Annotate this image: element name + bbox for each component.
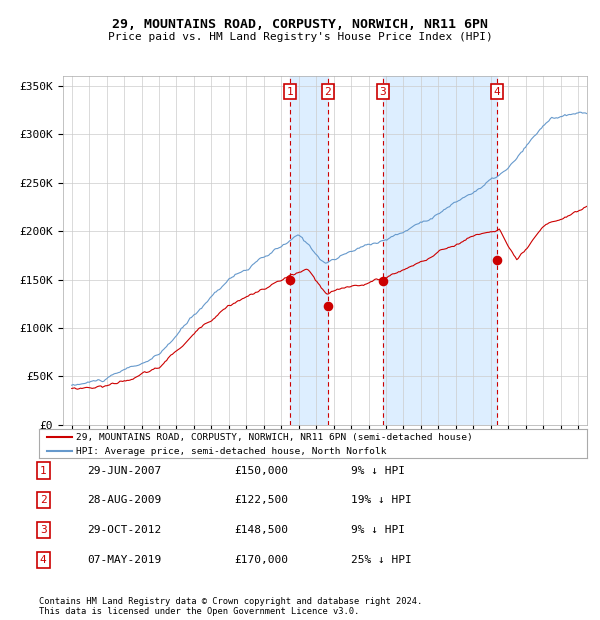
Point [378,276,388,286]
Text: 29-OCT-2012: 29-OCT-2012 [87,525,161,535]
Text: 2: 2 [40,495,47,505]
Text: 29, MOUNTAINS ROAD, CORPUSTY, NORWICH, NR11 6PN (semi-detached house): 29, MOUNTAINS ROAD, CORPUSTY, NORWICH, N… [76,433,473,441]
Point [323,301,332,311]
Text: 25% ↓ HPI: 25% ↓ HPI [351,555,412,565]
Text: 1: 1 [286,87,293,97]
Text: Contains HM Land Registry data © Crown copyright and database right 2024.: Contains HM Land Registry data © Crown c… [39,597,422,606]
Text: This data is licensed under the Open Government Licence v3.0.: This data is licensed under the Open Gov… [39,607,359,616]
Text: 4: 4 [494,87,500,97]
Text: 9% ↓ HPI: 9% ↓ HPI [351,525,405,535]
Text: £148,500: £148,500 [234,525,288,535]
Bar [290,76,328,425]
Text: 29, MOUNTAINS ROAD, CORPUSTY, NORWICH, NR11 6PN: 29, MOUNTAINS ROAD, CORPUSTY, NORWICH, N… [112,18,488,30]
Text: 29-JUN-2007: 29-JUN-2007 [87,466,161,476]
Text: 3: 3 [40,525,47,535]
Text: £122,500: £122,500 [234,495,288,505]
Text: Price paid vs. HM Land Registry's House Price Index (HPI): Price paid vs. HM Land Registry's House … [107,32,493,42]
Text: 2: 2 [325,87,331,97]
Text: 28-AUG-2009: 28-AUG-2009 [87,495,161,505]
Text: £150,000: £150,000 [234,466,288,476]
Text: 07-MAY-2019: 07-MAY-2019 [87,555,161,565]
Text: 9% ↓ HPI: 9% ↓ HPI [351,466,405,476]
Text: £170,000: £170,000 [234,555,288,565]
Text: HPI: Average price, semi-detached house, North Norfolk: HPI: Average price, semi-detached house,… [76,447,387,456]
Text: 1: 1 [40,466,47,476]
Bar [383,76,497,425]
Point [492,255,502,265]
Point [285,275,295,285]
Text: 19% ↓ HPI: 19% ↓ HPI [351,495,412,505]
Text: 4: 4 [40,555,47,565]
Text: 3: 3 [380,87,386,97]
